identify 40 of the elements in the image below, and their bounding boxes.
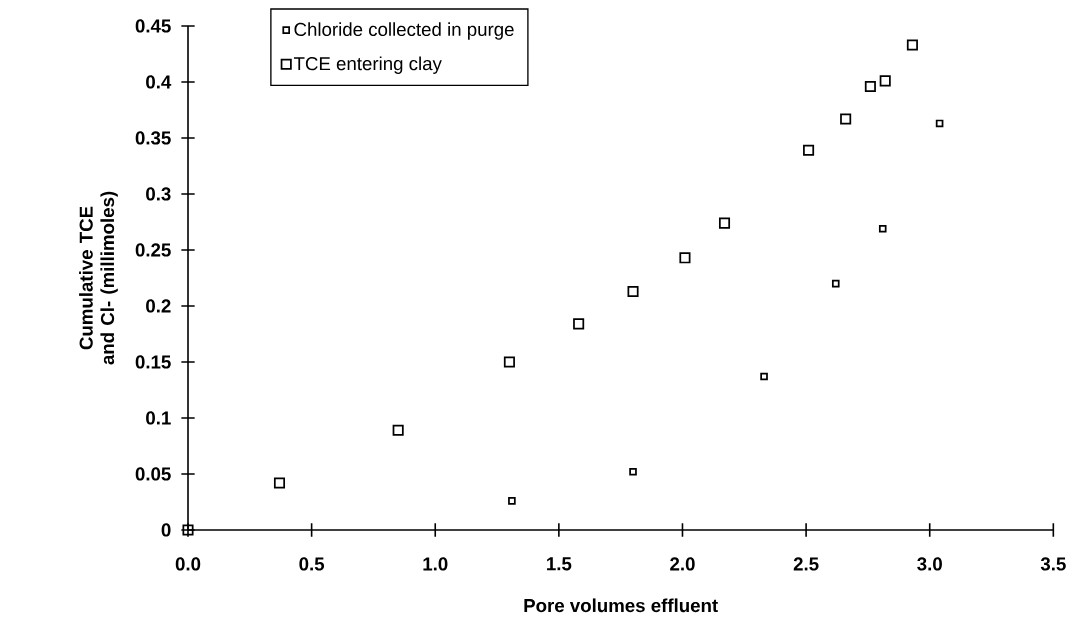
y-tick-label: 0.25 <box>135 243 171 257</box>
legend-label: TCE entering clay <box>293 56 442 74</box>
x-tick-label: 3.0 <box>917 557 942 571</box>
point <box>273 477 286 489</box>
point <box>392 424 404 436</box>
point <box>508 497 516 505</box>
x-tick-label: 2.5 <box>793 557 819 571</box>
legend-label: Chloride collected in purge <box>294 22 514 40</box>
point <box>906 39 918 51</box>
point <box>760 372 768 381</box>
x-tick-label: 2.0 <box>670 557 695 571</box>
x-tick-label: 1.0 <box>423 557 448 571</box>
x-axis-title: Pore volumes effluent <box>524 598 718 613</box>
y-tick-label: 0.45 <box>135 19 171 33</box>
y-tick-label: 0.15 <box>135 355 171 369</box>
point <box>935 119 944 128</box>
x-tick-label: 0.5 <box>299 557 325 571</box>
y-tick-label: 0 <box>161 523 171 537</box>
y-tick-label: 0.1 <box>146 411 171 425</box>
point <box>503 356 515 368</box>
y-tick-label: 0.4 <box>146 75 172 89</box>
y-tick-label: 0.35 <box>135 131 171 145</box>
x-tick-label: 3.5 <box>1040 557 1066 571</box>
point <box>573 318 585 330</box>
point <box>629 467 637 476</box>
point <box>679 252 691 264</box>
point <box>718 217 731 229</box>
point <box>878 224 887 233</box>
point <box>831 279 840 288</box>
point <box>879 75 891 87</box>
point <box>864 80 876 93</box>
point <box>803 144 815 156</box>
y-tick-label: 0.3 <box>146 187 171 201</box>
y-axis-title: Cumulative TCE and Cl- (millimoles) <box>79 191 118 365</box>
y-tick-label: 0.05 <box>135 467 171 481</box>
x-tick-label: 1.5 <box>547 557 572 571</box>
x-tick-label: 0.0 <box>175 557 201 571</box>
point <box>840 113 852 125</box>
y-tick-label: 0.2 <box>146 299 171 313</box>
point <box>627 285 639 297</box>
